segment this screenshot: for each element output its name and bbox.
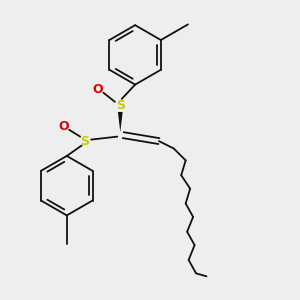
Polygon shape <box>118 112 123 132</box>
Text: O: O <box>93 82 103 96</box>
Text: S: S <box>116 99 125 112</box>
Text: O: O <box>58 120 69 133</box>
Text: S: S <box>80 135 89 148</box>
